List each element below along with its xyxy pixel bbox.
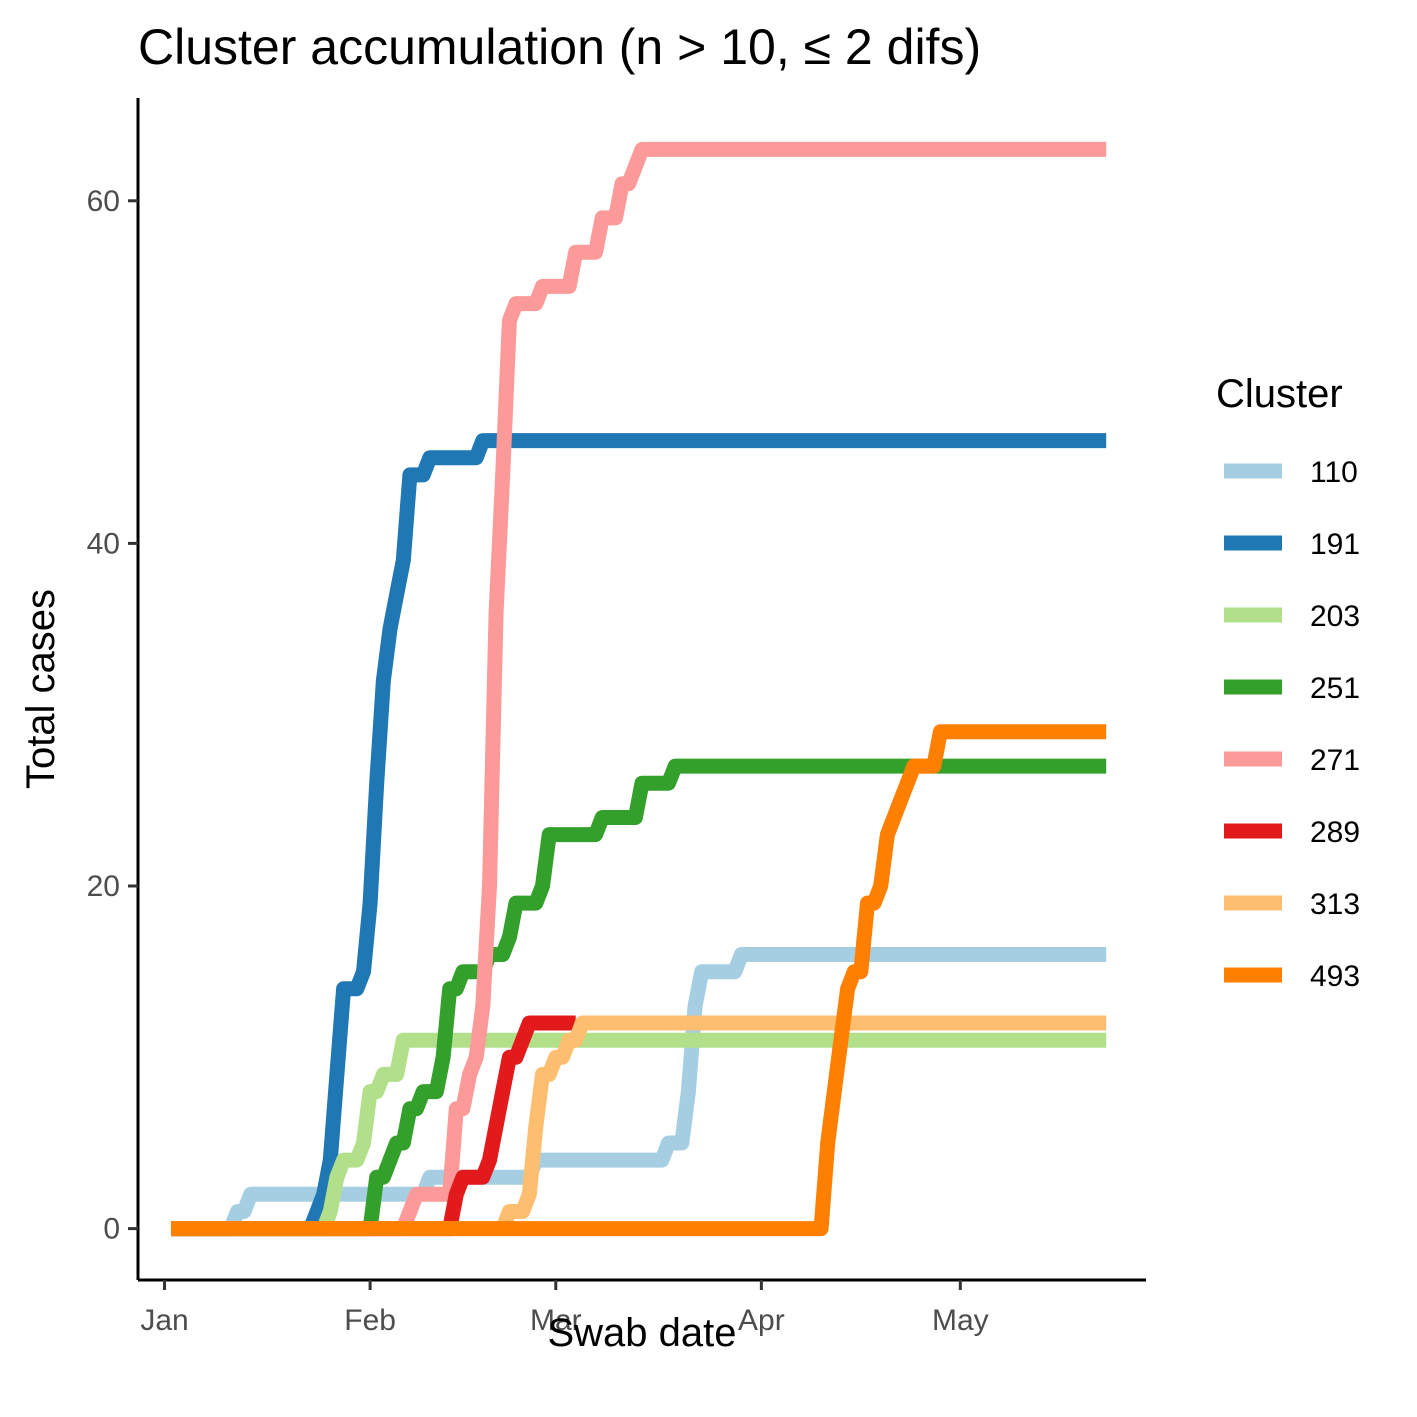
x-tick-label: Jan — [140, 1304, 188, 1337]
legend-label-313: 313 — [1310, 888, 1360, 921]
y-axis-title: Total cases — [19, 589, 63, 789]
series-line-271 — [171, 141, 1107, 1237]
legend-label-191: 191 — [1310, 528, 1360, 561]
y-tick-label: 0 — [103, 1213, 120, 1246]
x-axis-ticks: Jan Feb Mar Apr May — [140, 1280, 989, 1337]
plot-lines — [171, 141, 1107, 1237]
legend: Cluster 110 191 203 251 271 289 313 493 — [1216, 372, 1360, 993]
series-line-251 — [171, 758, 1107, 1237]
y-tick-label: 40 — [87, 527, 120, 560]
y-tick-label: 60 — [87, 185, 120, 218]
series-line-313 — [171, 1015, 1107, 1237]
legend-label-110: 110 — [1310, 456, 1358, 489]
legend-label-203: 203 — [1310, 600, 1360, 633]
x-tick-label: Mar — [530, 1304, 582, 1337]
series-line-110 — [171, 947, 1107, 1237]
x-tick-label: Apr — [738, 1304, 785, 1337]
series-line-493 — [171, 724, 1107, 1237]
x-tick-label: May — [932, 1304, 989, 1337]
series-line-191 — [171, 433, 1107, 1237]
y-axis-ticks: 0 20 40 60 — [87, 185, 138, 1246]
x-tick-label: Feb — [344, 1304, 396, 1337]
legend-label-251: 251 — [1310, 672, 1360, 705]
legend-label-289: 289 — [1310, 816, 1360, 849]
chart-title: Cluster accumulation (n > 10, ≤ 2 difs) — [138, 19, 981, 75]
legend-label-271: 271 — [1310, 744, 1360, 777]
legend-items: 110 191 203 251 271 289 313 493 — [1224, 456, 1360, 993]
legend-title: Cluster — [1216, 372, 1343, 416]
legend-label-493: 493 — [1310, 960, 1360, 993]
x-axis-title: Swab date — [547, 1311, 736, 1355]
series-line-203 — [171, 1032, 1107, 1237]
y-tick-label: 20 — [87, 870, 120, 903]
series-line-289 — [171, 1015, 576, 1237]
